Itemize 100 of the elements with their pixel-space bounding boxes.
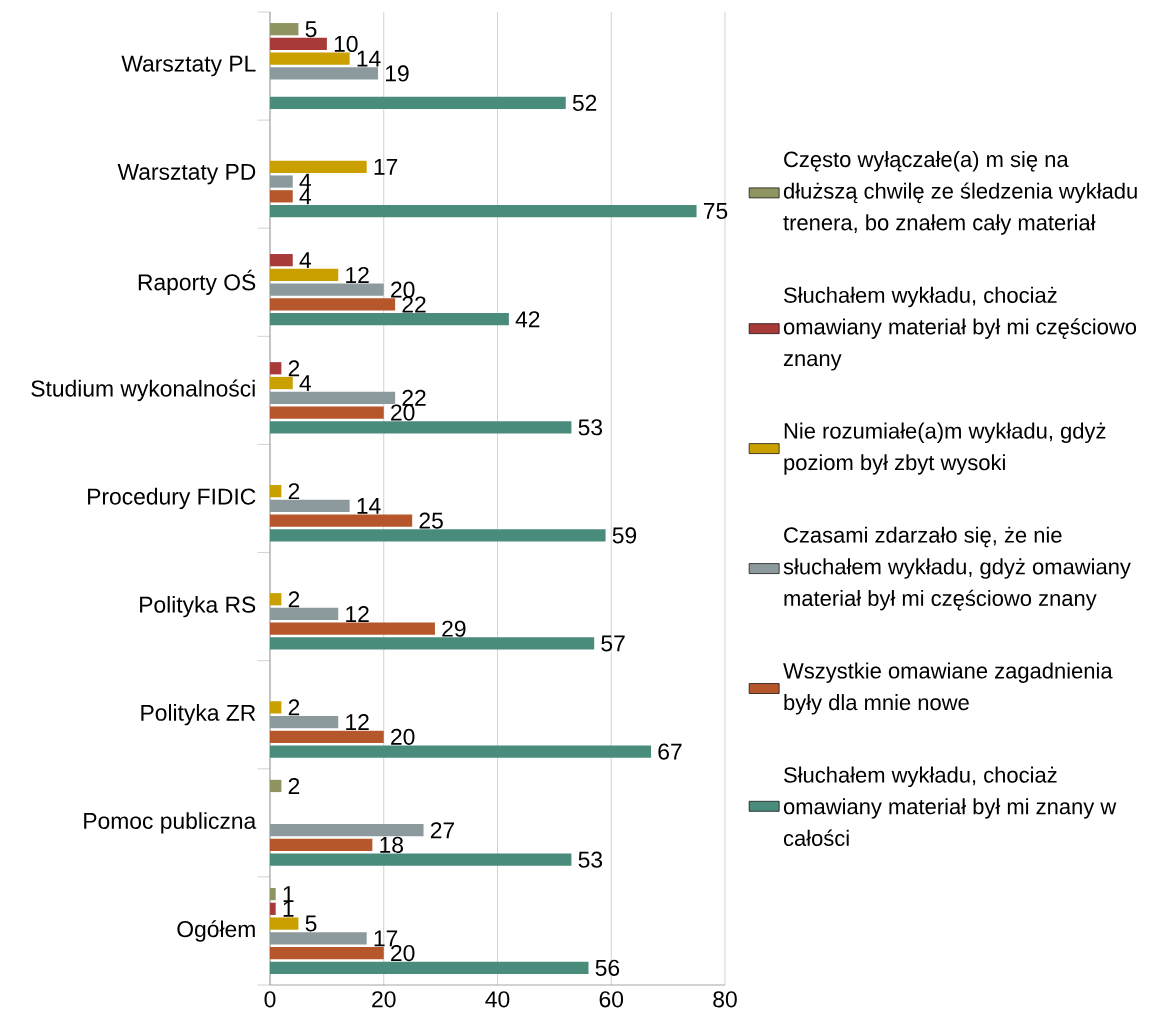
bar bbox=[270, 52, 350, 65]
bar bbox=[270, 607, 339, 621]
data-label: 22 bbox=[402, 389, 426, 406]
data-label: 2 bbox=[288, 699, 300, 716]
bar bbox=[270, 391, 396, 404]
y-tick-label: Pomoc publiczna bbox=[84, 812, 257, 834]
data-label: 53 bbox=[578, 419, 603, 436]
data-label: 42 bbox=[515, 311, 540, 328]
data-label: 2 bbox=[288, 591, 300, 608]
bar bbox=[270, 67, 379, 80]
bar bbox=[270, 902, 276, 915]
data-label: 12 bbox=[346, 266, 369, 283]
data-label: 4 bbox=[299, 252, 311, 269]
bar bbox=[270, 853, 572, 866]
bar bbox=[270, 887, 276, 901]
data-label: 59 bbox=[612, 527, 637, 544]
bar bbox=[270, 190, 293, 203]
bar bbox=[270, 160, 367, 173]
data-label: 12 bbox=[346, 714, 369, 731]
data-label: 5 bbox=[305, 915, 317, 932]
bar bbox=[270, 37, 327, 51]
bar bbox=[270, 96, 566, 110]
y-tick-label: Raporty OŚ bbox=[138, 269, 256, 295]
x-tick-label: 20 bbox=[372, 991, 396, 1008]
bar bbox=[270, 23, 299, 36]
y-tick-label: Ogółem bbox=[177, 920, 255, 942]
bar bbox=[270, 268, 339, 282]
y-tick-label: Procedury FIDIC bbox=[88, 487, 256, 510]
bar bbox=[270, 499, 350, 513]
bar bbox=[270, 376, 293, 390]
y-tick-label: Polityka ZR bbox=[141, 704, 256, 726]
data-label: 20 bbox=[391, 281, 415, 298]
bar bbox=[270, 175, 293, 188]
data-label: 52 bbox=[572, 94, 597, 112]
data-label: 57 bbox=[601, 635, 625, 652]
legend-label: Czasami zdarzało się, że nie słuchałem wykładu, gdyż omawiany materiał był mi częściowo znany bbox=[783, 526, 1131, 611]
bar bbox=[270, 917, 299, 930]
bar bbox=[270, 593, 282, 606]
x-tick-label: 80 bbox=[713, 991, 737, 1008]
data-label: 19 bbox=[386, 65, 409, 82]
data-label: 18 bbox=[380, 836, 403, 854]
data-label: 53 bbox=[578, 851, 603, 868]
y-tick-label: Warsztaty PL bbox=[121, 55, 256, 77]
bar bbox=[270, 529, 606, 542]
data-label: 29 bbox=[442, 620, 466, 637]
bar bbox=[270, 485, 282, 498]
legend-label: Wszystkie omawiane zagadnienia były dla mnie nowe bbox=[783, 662, 1113, 715]
legend-label: Słuchałem wykładu, chociaż omawiany materiał był mi częściowo znany bbox=[783, 286, 1137, 371]
bar bbox=[270, 362, 282, 375]
bar bbox=[270, 298, 396, 311]
data-label: 4 bbox=[299, 173, 311, 190]
bar bbox=[270, 932, 367, 945]
bar bbox=[270, 622, 435, 635]
data-label: 14 bbox=[357, 498, 381, 514]
bar bbox=[270, 204, 697, 218]
data-label: 1 bbox=[283, 886, 294, 902]
data-label: 2 bbox=[288, 777, 300, 794]
bar bbox=[270, 637, 595, 650]
bar bbox=[270, 824, 424, 837]
data-label: 20 bbox=[391, 728, 415, 745]
bar bbox=[270, 283, 384, 296]
y-tick-label: Studium wykonalności bbox=[31, 379, 255, 402]
bar bbox=[270, 514, 413, 527]
data-label: 20 bbox=[391, 944, 415, 962]
bar bbox=[270, 715, 339, 729]
bar bbox=[270, 313, 509, 326]
legend-label: Słuchałem wykładu, chociaż omawiany materiał był mi znany w całości bbox=[783, 766, 1117, 847]
x-tick-label: 40 bbox=[485, 991, 510, 1008]
bar bbox=[270, 838, 373, 852]
legend-label: Nie rozumiałe(a)m wykładu, gdyż poziom był zbyt wysoki bbox=[784, 422, 1106, 475]
data-label: 4 bbox=[299, 375, 311, 391]
x-tick-label: 0 bbox=[264, 991, 276, 1008]
data-label: 25 bbox=[419, 512, 443, 529]
data-label: 10 bbox=[334, 35, 358, 53]
bar bbox=[270, 730, 384, 743]
data-label: 12 bbox=[346, 606, 369, 622]
x-tick-label: 60 bbox=[599, 991, 624, 1008]
data-label: 5 bbox=[305, 21, 317, 38]
data-label: 2 bbox=[288, 483, 300, 500]
data-label: 27 bbox=[430, 822, 455, 839]
data-label: 56 bbox=[595, 959, 620, 976]
bar bbox=[270, 961, 589, 974]
data-label: 2 bbox=[288, 360, 300, 377]
data-label: 17 bbox=[374, 158, 398, 175]
data-label: 14 bbox=[357, 50, 381, 67]
data-label: 75 bbox=[703, 203, 728, 220]
bar bbox=[270, 946, 384, 960]
data-label: 17 bbox=[374, 930, 398, 947]
legend-label: Często wyłączałe(a) m się na dłuższą chwilę ze śledzenia wykładu trenera, bo znałem cały materiał bbox=[783, 151, 1137, 235]
data-label: 20 bbox=[391, 404, 415, 421]
data-label: 4 bbox=[299, 188, 311, 205]
y-tick-label: Polityka RS bbox=[140, 595, 256, 618]
bar bbox=[270, 701, 282, 714]
data-label: 22 bbox=[402, 296, 426, 313]
bar bbox=[270, 745, 652, 758]
bar bbox=[270, 254, 293, 267]
bar bbox=[270, 779, 282, 793]
bar bbox=[270, 421, 572, 434]
data-label: 67 bbox=[658, 743, 682, 760]
y-tick-label: Warsztaty PD bbox=[117, 163, 256, 185]
